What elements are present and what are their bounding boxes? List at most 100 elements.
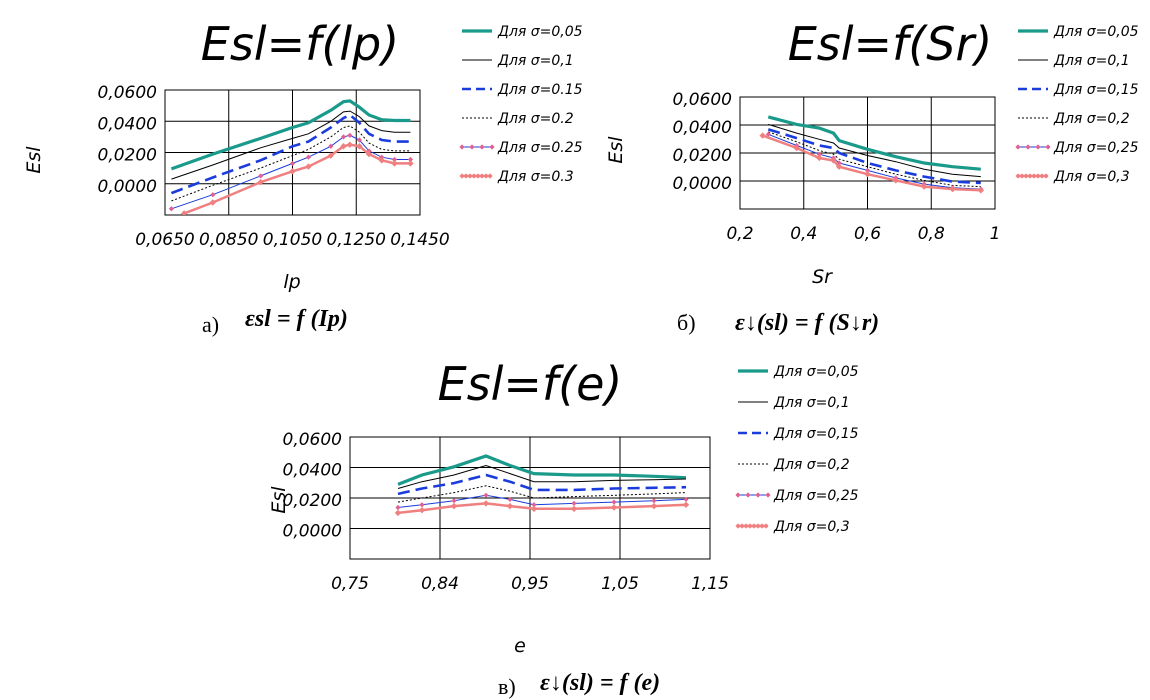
series-5: [395, 492, 689, 511]
data-point: [407, 156, 414, 163]
legend-marker: [1027, 173, 1033, 179]
x-tick-label: 0,84: [421, 574, 459, 594]
y-tick-label: 0,0000: [98, 177, 157, 197]
data-point: [482, 500, 490, 507]
legend-marker: [483, 173, 489, 179]
legend-label: Для σ=0.15: [497, 82, 583, 98]
y-tick-label: 0,0600: [283, 430, 342, 450]
caption-letter: б): [677, 310, 696, 335]
legend-label: Для σ=0,25: [1053, 140, 1139, 156]
legend: Для σ=0,05 Для σ=0,1 Для σ=0.15 Для σ=0.2 Дл…: [459, 24, 583, 185]
data-point: [570, 505, 578, 513]
y-axis-label: Esl: [268, 486, 290, 514]
x-tick-label: 0,0650: [135, 230, 194, 250]
data-point: [391, 156, 398, 163]
series-6: [394, 500, 690, 517]
data-point: [210, 192, 216, 198]
data-point: [258, 173, 264, 179]
data-point: [289, 160, 296, 167]
legend-marker: [471, 173, 477, 179]
legend-marker: [735, 492, 741, 498]
series-6: [759, 132, 985, 194]
data-point: [418, 507, 426, 514]
data-point: [407, 160, 414, 167]
data-point: [765, 131, 771, 137]
legend-marker: [1023, 173, 1029, 179]
x-tick-label: 0,4: [790, 224, 817, 244]
legend-marker: [469, 144, 475, 150]
series-6: [180, 141, 414, 215]
series-4: [397, 485, 687, 503]
x-tick-label: 0,2: [726, 224, 753, 244]
x-axis-label: e: [514, 635, 526, 657]
series-1: [397, 454, 687, 486]
legend-label: Для σ=0.3: [497, 169, 574, 185]
data-point: [759, 132, 766, 139]
data-point: [816, 154, 823, 162]
legend-label: Для σ=0,3: [1053, 169, 1130, 185]
data-point: [180, 210, 188, 215]
data-point: [395, 504, 401, 511]
series-layer: [168, 99, 414, 215]
series-line: [397, 494, 687, 508]
series-layer: [394, 454, 690, 517]
legend-label: Для σ=0,3: [773, 519, 850, 535]
series-line: [170, 99, 411, 171]
data-point: [651, 498, 657, 504]
x-tick-label: 0,75: [331, 574, 369, 594]
legend-marker: [1015, 144, 1021, 150]
data-point: [483, 492, 489, 498]
data-point: [209, 199, 217, 206]
series-line: [397, 464, 687, 489]
series-line: [397, 502, 687, 515]
data-point: [450, 502, 458, 510]
series-2: [397, 464, 687, 489]
data-point: [507, 496, 513, 502]
legend-marker: [463, 173, 469, 179]
legend-marker: [1031, 173, 1037, 179]
data-point: [168, 206, 174, 212]
legend-marker: [759, 523, 765, 529]
data-point: [816, 151, 822, 157]
legend-marker: [459, 173, 465, 179]
data-point: [977, 187, 985, 194]
x-tick-label: 0,6: [854, 224, 881, 244]
data-point: [920, 183, 928, 190]
legend-marker: [475, 173, 481, 179]
y-tick-label: 0,0400: [673, 118, 732, 138]
series-line: [762, 134, 981, 192]
data-point: [830, 157, 837, 164]
y-tick-label: 0,0400: [283, 461, 342, 481]
data-point: [328, 143, 334, 149]
data-point: [391, 160, 398, 167]
legend-marker: [487, 173, 493, 179]
x-tick-label: 1,05: [601, 574, 639, 594]
legend-marker: [1039, 173, 1045, 179]
series-line: [767, 115, 981, 171]
data-point: [682, 501, 690, 508]
data-point: [347, 132, 353, 138]
series-1: [170, 99, 411, 171]
caption-formula: ε↓(sl) = f (S↓r): [735, 310, 879, 336]
x-tick-label: 0,1450: [390, 230, 449, 250]
caption-letter: в): [498, 674, 516, 699]
chart-title: Esl=f(lp): [201, 17, 399, 71]
data-point: [650, 502, 658, 510]
legend-label: Для σ=0,05: [773, 364, 859, 380]
data-point: [327, 152, 334, 159]
series-line: [768, 123, 981, 178]
data-point: [506, 502, 514, 510]
legend-label: Для σ=0,15: [1053, 82, 1139, 98]
data-point: [451, 498, 457, 504]
y-tick-label: 0,0600: [98, 83, 157, 103]
legend-marker: [747, 523, 753, 529]
legend-marker: [1035, 173, 1041, 179]
legend-marker: [765, 492, 771, 498]
series-line: [397, 473, 687, 496]
series-line: [171, 110, 411, 180]
y-axis-label: Esl: [23, 146, 45, 174]
series-line: [397, 485, 687, 503]
data-point: [571, 500, 577, 507]
legend-label: Для σ=0,1: [1053, 53, 1130, 69]
